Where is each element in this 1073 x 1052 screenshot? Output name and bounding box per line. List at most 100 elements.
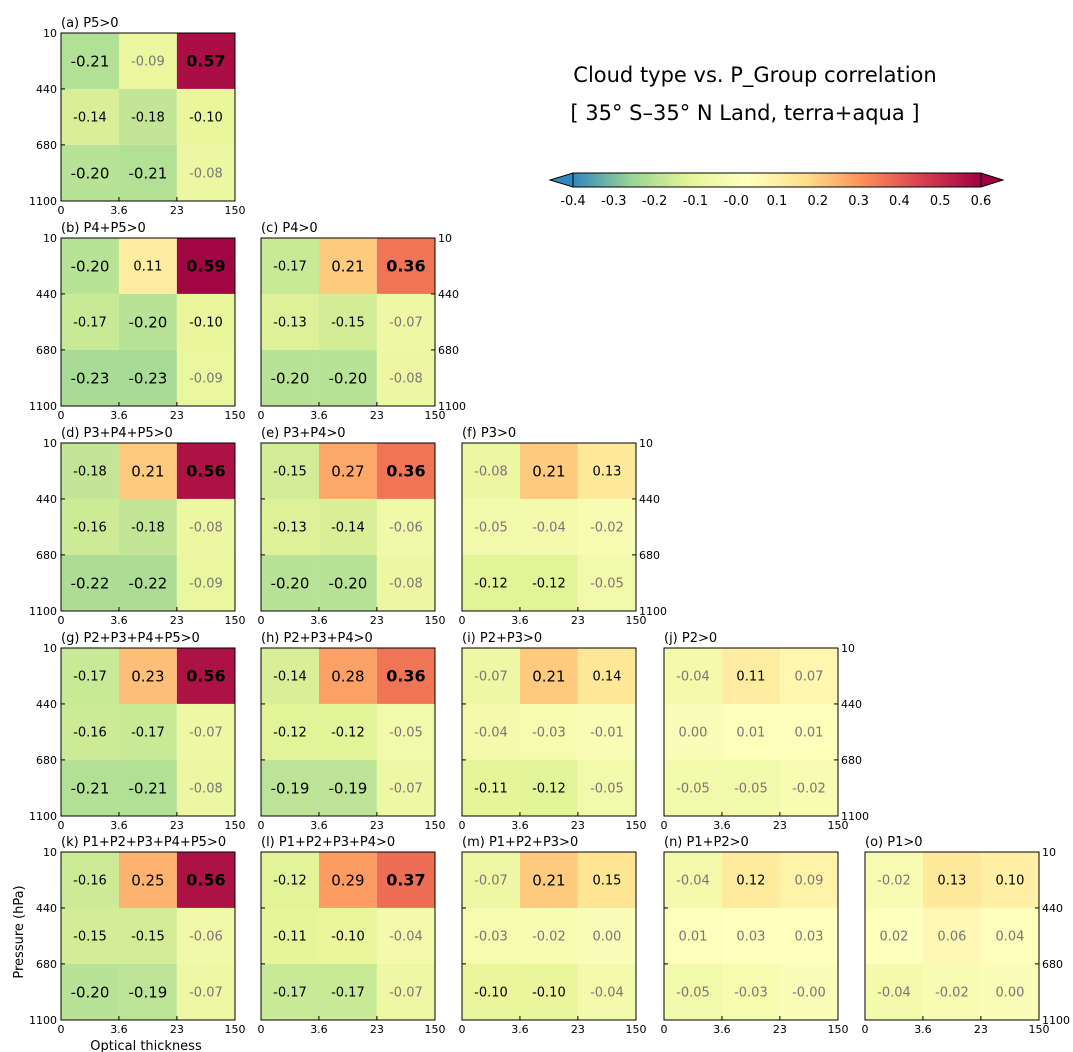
- heatmap-cell-value: 0.01: [678, 930, 707, 945]
- y-tick-label: 10: [1042, 846, 1056, 859]
- x-tick-label: 23: [370, 819, 384, 832]
- heatmap-cell: [462, 759, 520, 816]
- heatmap-cell: [176, 907, 235, 964]
- heatmap-cell-value: 0.59: [186, 257, 225, 276]
- panel-label: (h) P2+P3+P4>0: [261, 631, 373, 646]
- heatmap-cell-value: -0.21: [71, 52, 110, 70]
- heatmap-cell: [922, 907, 981, 964]
- heatmap-cell-value: 0.07: [794, 670, 823, 685]
- y-tick-label: 1100: [29, 195, 57, 208]
- heatmap-cell-value: -0.08: [389, 577, 423, 592]
- heatmap-panel: -0.15 0.27 0.36 -0.13 -0.14 -0.06 -0.20 -0.20 -0…: [258, 426, 446, 627]
- y-tick-label: 440: [438, 288, 459, 301]
- heatmap-cell-value: -0.04: [676, 670, 710, 685]
- heatmap-cell: [376, 349, 435, 406]
- panel-frame: [60, 647, 236, 817]
- heatmap-cell: [519, 554, 578, 611]
- heatmap-cell: [261, 554, 319, 611]
- heatmap-cell-value: -0.12: [273, 874, 307, 889]
- x-tick-label: 0: [661, 1023, 668, 1036]
- colorbar-tick-label: 0.1: [767, 194, 788, 209]
- heatmap-panel: -0.16 0.25 0.56 -0.15 -0.15 -0.06 -0.20 -0.19 -0…: [29, 835, 246, 1036]
- x-tick-label: 23: [170, 204, 184, 217]
- heatmap-cell: [577, 963, 636, 1020]
- heatmap-cell: [721, 852, 780, 908]
- heatmap-cell-value: -0.17: [273, 986, 307, 1001]
- x-tick-label: 150: [225, 614, 246, 627]
- colorbar-tick-label: 0.6: [971, 194, 992, 209]
- heatmap-cell: [118, 907, 177, 964]
- heatmap-panel: -0.21 -0.09 0.57 -0.14 -0.18 -0.10 -0.20 -0.21 -…: [29, 16, 246, 217]
- heatmap-cell: [261, 703, 319, 760]
- heatmap-cell-value: -0.12: [474, 577, 508, 592]
- heatmap-cell-value: -0.14: [273, 670, 307, 685]
- y-tick-label: 440: [36, 698, 57, 711]
- heatmap-cell: [865, 852, 923, 908]
- heatmap-cell-value: -0.20: [271, 369, 310, 387]
- heatmap-cell-value: -0.02: [877, 874, 911, 889]
- heatmap-cell-value: 0.36: [386, 462, 425, 481]
- x-tick-label: 23: [571, 614, 585, 627]
- heatmap-cell: [61, 33, 119, 89]
- heatmap-cell-value: -0.12: [273, 726, 307, 741]
- heatmap-panel: -0.04 0.12 0.09 0.01 0.03 0.03 -0.05 -0.03 -0.00…: [661, 835, 849, 1036]
- heatmap-cell-value: 0.13: [592, 465, 621, 480]
- heatmap-cell-value: -0.20: [71, 983, 110, 1001]
- heatmap-cell: [318, 554, 377, 611]
- heatmap-cell: [519, 852, 578, 908]
- x-tick-label: 0: [58, 614, 65, 627]
- heatmap-cell-value: -0.06: [189, 930, 223, 945]
- heatmap-cell: [462, 963, 520, 1020]
- x-tick-label: 0: [459, 1023, 466, 1036]
- heatmap-cell-value: 0.57: [186, 52, 225, 71]
- heatmap-cell: [462, 443, 520, 499]
- colorbar-extend-max: [980, 172, 1005, 188]
- heatmap-cell-value: -0.23: [129, 369, 168, 387]
- x-tick-label: 0: [459, 819, 466, 832]
- figure-title-line2: [ 35° S–35° N Land, terra+aqua ]: [570, 101, 919, 125]
- heatmap-cell-value: -0.17: [131, 726, 165, 741]
- x-tick-label: 0: [258, 1023, 265, 1036]
- heatmap-cell: [721, 703, 780, 760]
- heatmap-cell: [376, 963, 435, 1020]
- panel-frame: [864, 851, 1040, 1021]
- heatmap-cell-value: -0.05: [676, 986, 710, 1001]
- heatmap-cell-value: -0.11: [273, 930, 307, 945]
- heatmap-cell-value: 0.15: [592, 874, 621, 889]
- y-tick-label: 1100: [29, 400, 57, 413]
- heatmap-cell: [376, 498, 435, 555]
- heatmap-cell: [261, 759, 319, 816]
- heatmap-cell: [376, 554, 435, 611]
- x-tick-label: 150: [626, 614, 647, 627]
- heatmap-cell: [577, 852, 636, 908]
- x-tick-label: 3.6: [511, 614, 529, 627]
- y-tick-label: 680: [639, 549, 660, 562]
- heatmap-cell-value: -0.05: [389, 726, 423, 741]
- heatmap-panel: -0.18 0.21 0.56 -0.16 -0.18 -0.08 -0.22 -0.22 -0…: [29, 426, 246, 627]
- heatmap-cell: [61, 852, 119, 908]
- heatmap-cell-value: 0.37: [386, 871, 425, 890]
- heatmap-cell-value: 0.29: [331, 871, 364, 889]
- heatmap-cell: [318, 443, 377, 499]
- heatmap-cell-value: -0.05: [734, 782, 768, 797]
- heatmap-cell: [318, 759, 377, 816]
- y-tick-label: 1100: [1042, 1014, 1070, 1027]
- heatmap-cell: [922, 852, 981, 908]
- heatmap-cell-value: -0.16: [73, 874, 107, 889]
- figure-title-line1: Cloud type vs. P_Group correlation: [573, 63, 936, 88]
- heatmap-cell-value: -0.12: [532, 782, 566, 797]
- heatmap-cell-value: -0.10: [189, 316, 223, 331]
- x-tick-label: 3.6: [310, 819, 328, 832]
- panel-label: (j) P2>0: [664, 631, 717, 646]
- colorbar-tick-label: -0.1: [683, 194, 708, 209]
- heatmap-cell: [118, 144, 177, 201]
- heatmap-cell-value: -0.05: [676, 782, 710, 797]
- heatmap-cell-value: -0.22: [129, 574, 168, 592]
- heatmap-panel: -0.02 0.13 0.10 0.02 0.06 0.04 -0.04 -0.02 0.00 (…: [862, 835, 1071, 1036]
- heatmap-cell-value: 0.23: [131, 667, 164, 685]
- x-tick-label: 0: [58, 1023, 65, 1036]
- heatmap-cell-value: -0.07: [474, 670, 508, 685]
- heatmap-panel: -0.20 0.11 0.59 -0.17 -0.20 -0.10 -0.23 -0.23 -0…: [29, 221, 246, 422]
- x-tick-label: 150: [425, 614, 446, 627]
- heatmap-cell-value: 0.01: [736, 726, 765, 741]
